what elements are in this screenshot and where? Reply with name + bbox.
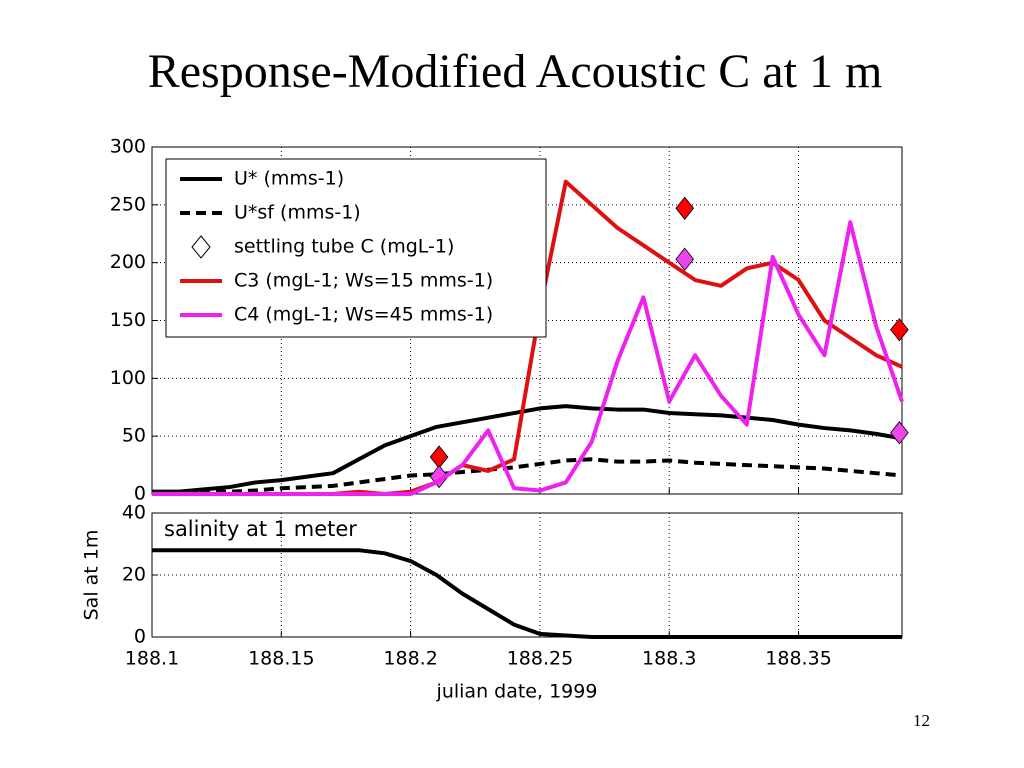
y-tick-label: 150 [110,309,146,331]
data-line [152,220,904,496]
x-axis-label: julian date, 1999 [436,681,598,703]
x-tick-label: 188.1 [125,648,179,670]
legend-label: C4 (mgL-1; Ws=45 mms-1) [234,304,493,326]
data-point [890,318,909,342]
y-tick-label: 40 [122,502,146,524]
data-line [152,457,903,495]
legend-label: U* (mms-1) [234,168,344,190]
data-point [675,247,695,271]
slide-title: Response-Modified Acoustic C at 1 m [148,45,883,98]
y-tick-label: 250 [110,193,146,215]
x-tick-label: 188.25 [507,648,573,670]
y-tick-label: 0 [134,626,146,648]
annotation: salinity at 1 meter [164,517,357,541]
legend-box [165,158,547,338]
page-number: 12 [913,711,930,730]
x-tick-label: 188.35 [765,648,831,670]
y-tick-label: 200 [110,251,146,273]
data-line [152,404,903,494]
x-tick-label: 188.15 [248,648,314,670]
data-point [675,196,695,220]
data-point [890,421,909,445]
y-tick-label: 300 [110,136,146,158]
y-tick-label: 20 [122,564,146,586]
y-tick-label: 50 [122,425,146,447]
legend-label: settling tube C (mgL-1) [234,236,454,258]
x-tick-label: 188.2 [383,648,437,670]
y-axis-label: Sal at 1m [81,530,103,621]
y-tick-label: 0 [134,483,146,505]
legend-swatch [191,235,211,259]
legend-label: U*sf (mms-1) [234,202,361,224]
data-line [152,548,902,639]
x-tick-label: 188.3 [642,648,696,670]
y-tick-label: 100 [110,367,146,389]
legend-label: C3 (mgL-1; Ws=15 mms-1) [234,270,493,292]
